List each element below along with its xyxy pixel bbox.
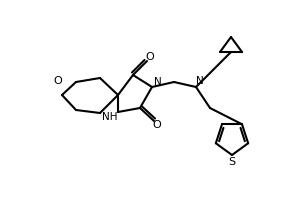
Text: N: N: [154, 77, 162, 87]
Text: O: O: [54, 76, 62, 86]
Text: S: S: [228, 157, 236, 167]
Text: O: O: [153, 120, 161, 130]
Text: N: N: [196, 76, 204, 86]
Text: O: O: [146, 52, 154, 62]
Text: NH: NH: [102, 112, 118, 122]
